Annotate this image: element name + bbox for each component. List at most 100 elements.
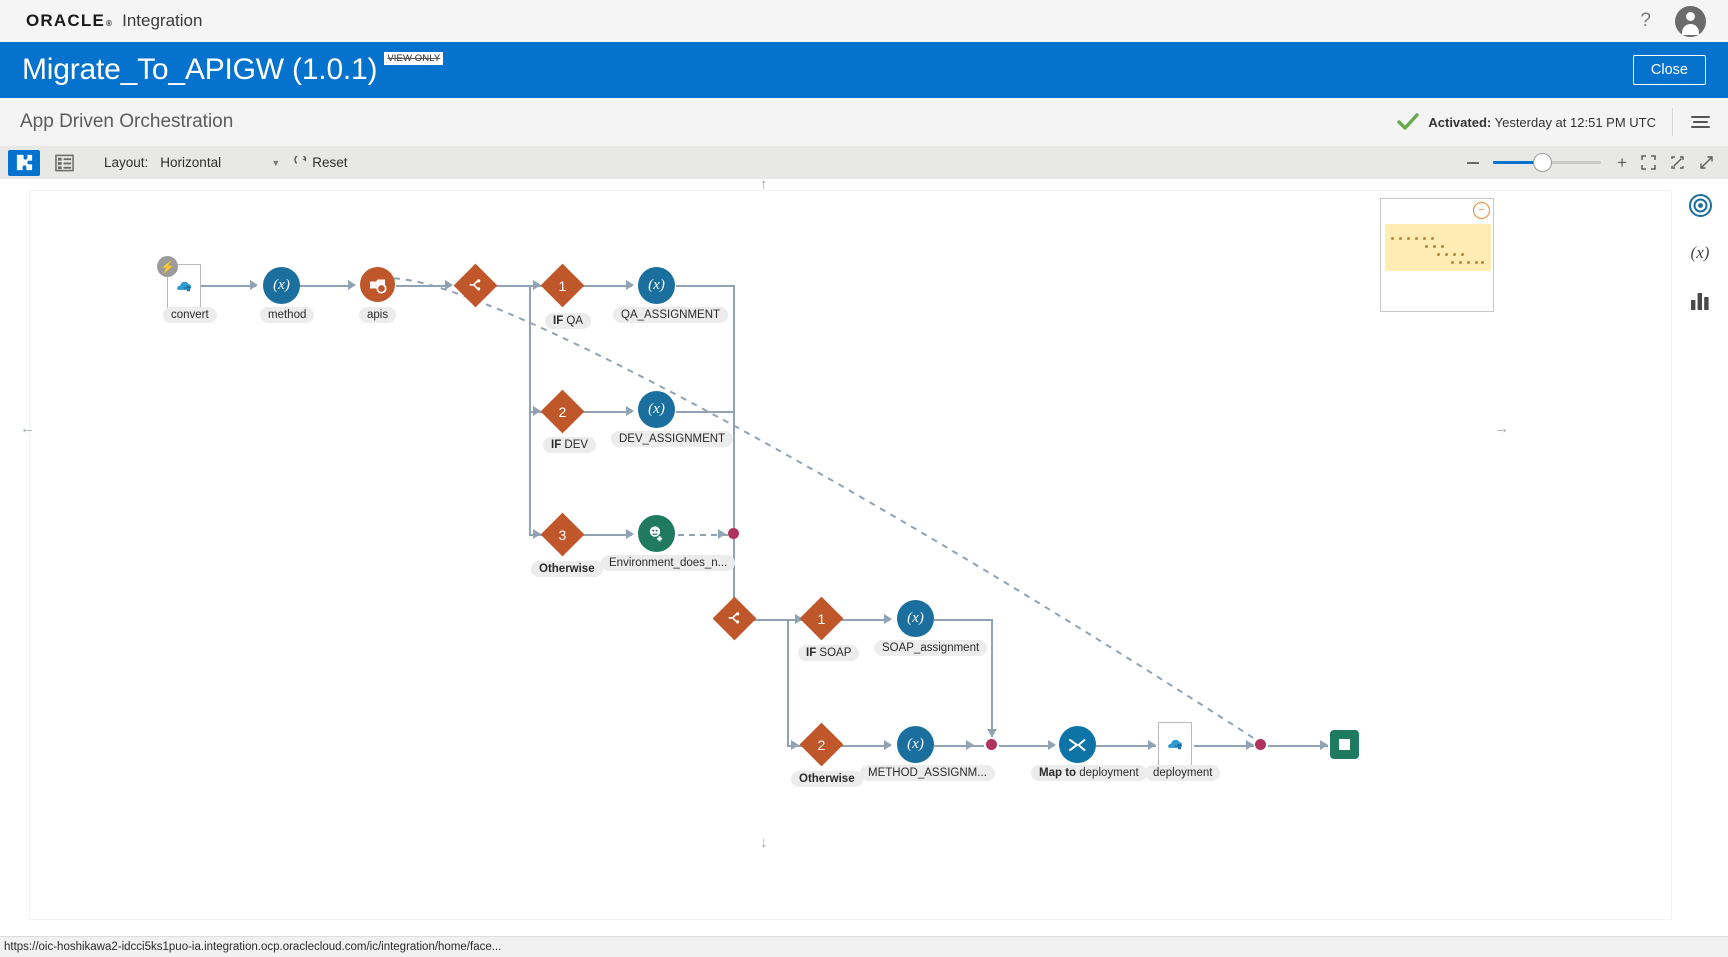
flow-node-branch-otherwise-1[interactable]: 3 [540,512,585,557]
invoke-adapter-icon [1158,722,1192,767]
flow-node-branch-qa[interactable]: 1 [540,263,585,308]
plus-icon[interactable]: + [1617,153,1627,172]
map-icon [1059,726,1096,763]
connector [299,285,353,287]
activation-status: Activated: Yesterday at 12:51 PM UTC [1428,115,1656,130]
pan-up-hint[interactable]: ↑ [760,179,768,193]
divider [1672,108,1673,136]
flow-label-convert: convert [163,307,217,323]
connector-arrow [1246,740,1254,750]
target-recenter-icon[interactable] [1684,189,1716,221]
registered-mark: ® [105,19,114,28]
zoom-slider-knob[interactable] [1533,153,1553,172]
merge-line [733,285,735,534]
flow-label-dev-assignment: DEV_ASSIGNMENT [611,431,734,447]
merge-line [991,619,993,737]
connector [1096,745,1156,747]
connector-arrow [250,280,258,290]
branch-number: 2 [817,736,826,753]
connector-arrow [987,729,997,737]
flow-node-branch-otherwise-2[interactable]: 2 [799,722,844,767]
connector-arrow [1048,740,1056,750]
flow-node-env-fault[interactable] [638,515,675,552]
status-url: https://oic-hoshikawa2-idcci5ks1puo-ia.i… [4,941,502,953]
close-button[interactable]: Close [1632,55,1706,85]
user-avatar[interactable] [1675,5,1706,37]
flow-node-deployment[interactable] [1158,722,1192,767]
flow-label-branch-otherwise-2: Otherwise [791,771,863,787]
branch-label-value: DEV [561,439,589,451]
flow-canvas[interactable]: ↑ ← → ↓ [0,179,1728,939]
connector-arrow [718,529,726,539]
flow-label-branch-qa: IF QA [545,313,592,329]
layout-label: Layout: [104,155,149,170]
flow-node-convert[interactable]: ⚡ [157,256,201,309]
branch-number-badge: 2 [799,722,844,767]
branch-label-keyword: IF [553,315,564,327]
map-label-keyword: Map to [1039,767,1077,779]
zoom-slider[interactable] [1493,153,1602,173]
connector-arrow [1320,740,1328,750]
flow-node-switch-2[interactable] [712,596,757,641]
connector [676,285,734,287]
connector [580,285,632,287]
minimap-overview[interactable]: − [1380,198,1494,312]
assign-icon: (x) [897,600,934,637]
flow-node-method[interactable]: (x) [263,267,300,304]
connector-arrow [626,529,634,539]
assign-icon: (x) [638,267,675,304]
list-view-icon[interactable] [48,150,80,176]
pan-down-hint[interactable]: ↓ [760,834,768,851]
layout-select[interactable]: Horizontal ▼ [160,155,280,170]
minimap-collapse-button[interactable]: − [1473,202,1490,219]
connector-arrow [626,280,634,290]
oracle-wordmark: ORACLE [26,11,105,30]
fit-to-screen-icon[interactable] [1641,155,1656,170]
branch-spine [787,619,789,745]
variables-x-icon[interactable]: (x) [1690,243,1710,262]
flow-node-qa-assignment[interactable]: (x) [638,267,675,304]
flow-node-soap-assignment[interactable]: (x) [897,600,934,637]
flow-label-soap-assignment: SOAP_assignment [874,640,988,656]
flow-node-switch-1[interactable] [453,263,498,308]
help-icon[interactable]: ? [1640,10,1651,31]
flow-node-map-to-deployment[interactable] [1059,726,1096,763]
reset-button[interactable]: Reset [294,155,348,170]
puzzle-diagram-icon[interactable] [8,149,40,176]
flow-label-method: method [260,307,315,323]
branch-label-value: SOAP [816,647,852,659]
flow-label-apis: apis [359,307,397,323]
bar-chart-icon[interactable] [1684,285,1716,317]
flow-node-dev-assignment[interactable]: (x) [638,391,675,428]
branch-label-keyword: IF [806,647,817,659]
stop-end-icon [1330,730,1359,759]
flow-node-method-assignment[interactable]: (x) [897,726,934,763]
branch-number-badge: 3 [540,512,585,557]
pan-left-hint[interactable]: ← [20,420,35,437]
connector [1268,745,1328,747]
connector-arrow [884,614,892,624]
connector-arrow [348,280,356,290]
layout-selected-value: Horizontal [160,155,222,170]
lightning-bolt-icon: ⚡ [157,256,178,277]
branch-number-badge: 1 [799,596,844,641]
flow-node-branch-soap[interactable]: 1 [799,596,844,641]
map-label-value: deployment [1076,767,1139,779]
pan-right-hint[interactable]: → [1494,420,1509,437]
assign-icon: (x) [897,726,934,763]
flow-node-apis[interactable] [360,267,395,302]
trigger-adapter-icon: ⚡ [157,256,201,309]
flow-label-branch-dev: IF DEV [543,437,597,453]
flow-node-end[interactable] [1330,730,1359,759]
recenter-icon[interactable] [1670,155,1685,170]
connector [676,411,734,413]
connector-arrow [884,740,892,750]
join-dot [986,739,997,750]
minus-icon[interactable] [1467,161,1480,164]
fault-return-icon [638,515,675,552]
connector [580,534,632,536]
flow-node-branch-dev[interactable]: 2 [540,389,585,434]
minimap-viewport[interactable] [1385,224,1491,271]
hamburger-menu-icon[interactable] [1689,112,1712,132]
expand-diagonal-icon[interactable] [1699,155,1714,170]
